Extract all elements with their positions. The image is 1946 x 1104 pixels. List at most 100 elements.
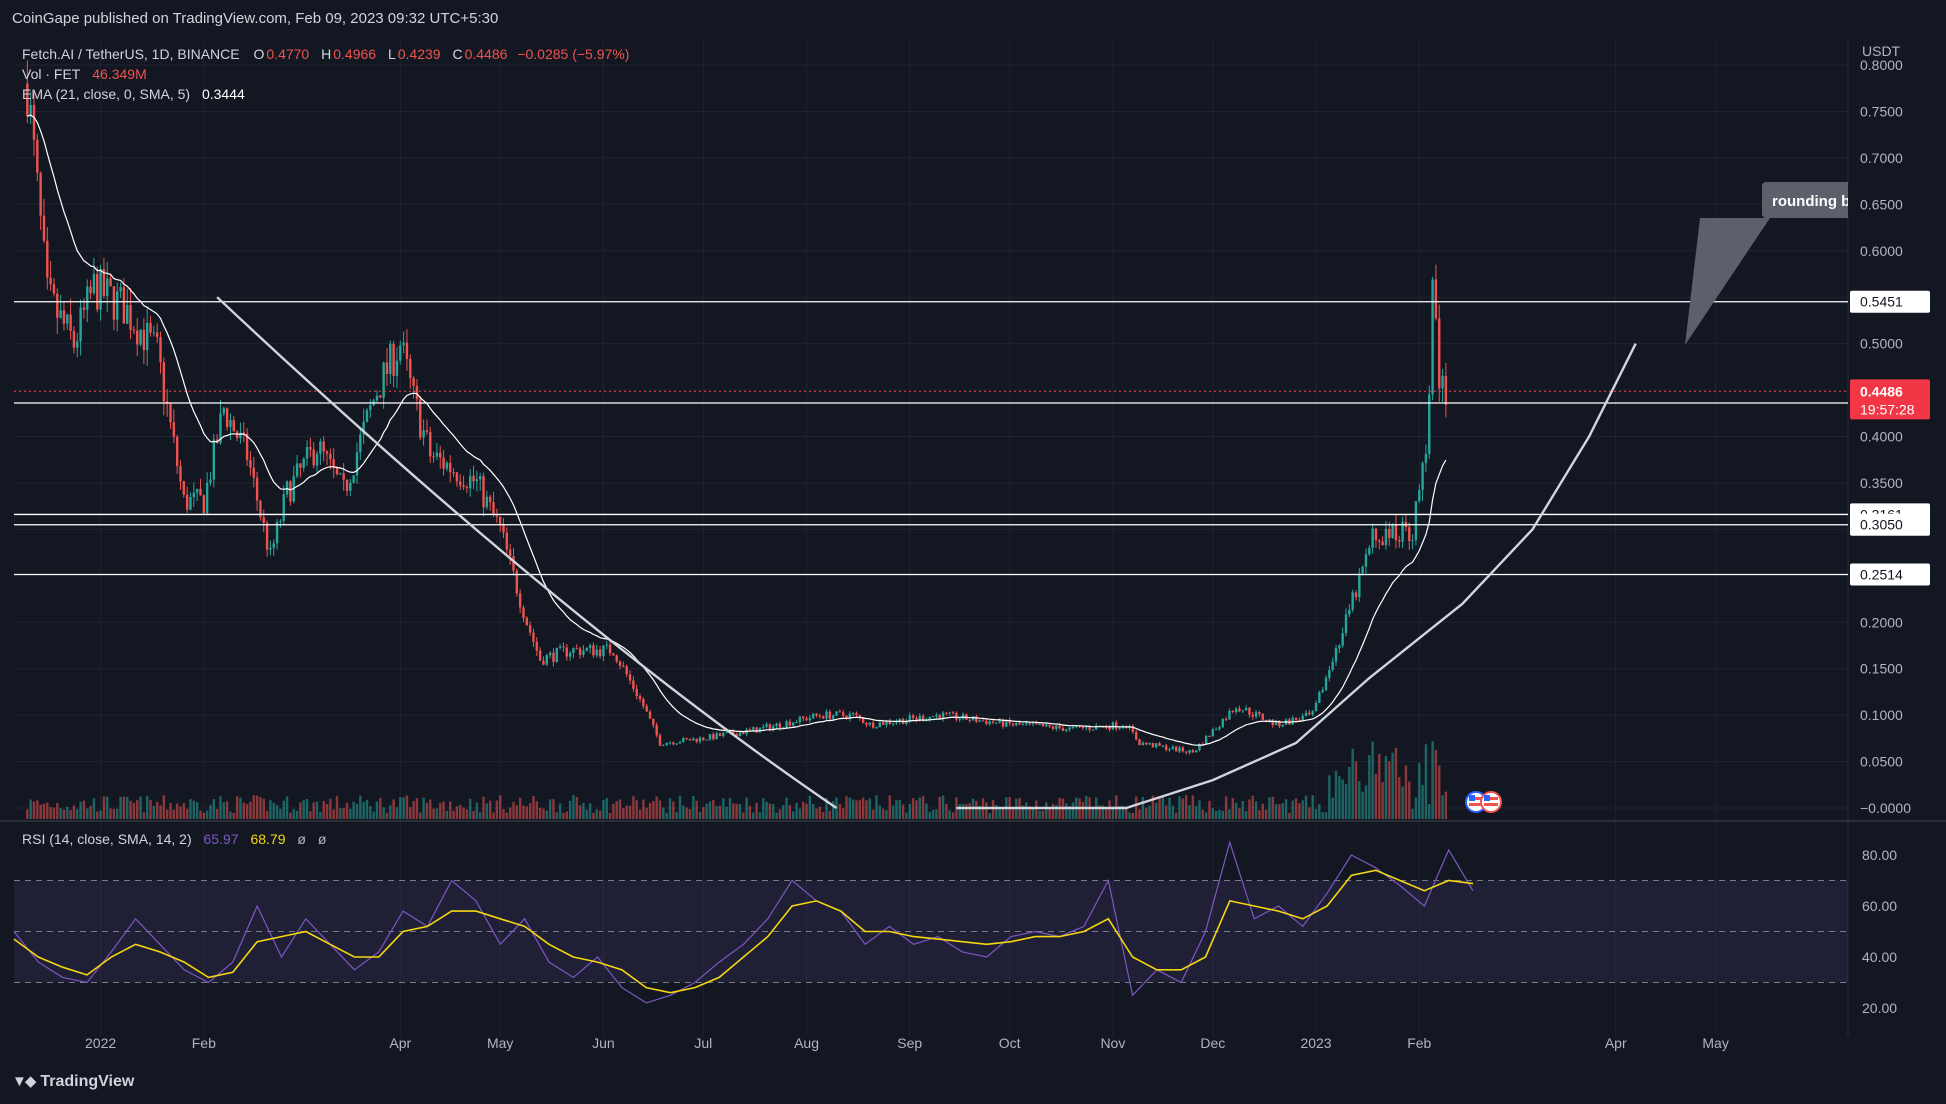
volume-bar <box>1304 795 1308 819</box>
candle-body <box>968 719 971 721</box>
volume-bar <box>392 799 395 819</box>
volume-bar <box>265 811 269 819</box>
tradingview-logo[interactable]: ▼◆ TradingView <box>12 1072 134 1091</box>
volume-bar <box>958 804 961 819</box>
volume-bar <box>232 812 235 819</box>
volume-bar <box>1261 803 1264 819</box>
candle-body <box>808 718 812 721</box>
volume-bar <box>805 803 808 819</box>
volume-legend[interactable]: Vol · FET 46.349M <box>22 66 149 82</box>
candle-body <box>555 647 558 662</box>
volume-bar <box>1065 803 1068 819</box>
candle-body <box>578 648 582 655</box>
level-tag-label: 0.5451 <box>1860 294 1903 310</box>
candle-body <box>36 139 39 173</box>
volume-bar <box>149 799 152 819</box>
volume-bar <box>1434 749 1438 819</box>
candle-body <box>389 343 392 375</box>
volume-bar <box>1214 810 1218 819</box>
candle-body <box>588 645 592 648</box>
ema-label[interactable]: EMA (21, close, 0, SMA, 5) <box>22 86 191 102</box>
volume-bar <box>875 795 878 819</box>
candle-body <box>798 716 802 723</box>
volume-bar <box>705 803 708 819</box>
volume-bar <box>239 797 242 819</box>
candle-body <box>1341 633 1344 646</box>
candle-body <box>648 711 652 719</box>
rsi-label[interactable]: RSI (14, close, SMA, 14, 2) <box>22 831 192 847</box>
candle-body <box>112 286 116 320</box>
ema-legend[interactable]: EMA (21, close, 0, SMA, 5) 0.3444 <box>22 86 247 102</box>
candle-body <box>1005 720 1008 727</box>
volume-bar <box>1151 795 1155 819</box>
rsi-axis[interactable]: 80.00 60.00 40.00 20.00 <box>1862 847 1897 1016</box>
volume-bar <box>1288 812 1291 819</box>
candle-body <box>202 495 206 514</box>
volume-bar <box>782 804 785 819</box>
candle-body <box>971 716 975 721</box>
candle-body <box>185 494 189 510</box>
candle-body <box>635 688 638 697</box>
volume-bar <box>272 802 275 819</box>
candle-body <box>545 655 548 665</box>
volume-bar <box>1301 800 1304 819</box>
candle-body <box>638 696 642 699</box>
candle-body <box>1414 501 1418 541</box>
candle-body <box>139 329 142 345</box>
candle-body <box>1408 527 1411 541</box>
volume-bar <box>305 799 309 819</box>
time-tick-label: May <box>487 1035 513 1051</box>
event-flags[interactable] <box>1465 791 1502 813</box>
candle-body <box>1324 677 1328 691</box>
candle-body <box>1188 750 1191 753</box>
candle-body <box>1378 540 1381 542</box>
candle-body <box>332 459 335 468</box>
candle-body <box>1058 725 1061 729</box>
volume-bar <box>86 808 89 819</box>
volume-bar <box>435 808 439 819</box>
volume-bar <box>109 808 112 819</box>
volume-bar <box>1441 795 1444 819</box>
volume-bar <box>625 805 628 819</box>
candle-body <box>1065 729 1068 731</box>
callout-box <box>1762 182 1854 218</box>
volume-bar <box>332 809 335 819</box>
candle-body <box>831 715 835 719</box>
volume-bar <box>96 811 99 819</box>
candle-body <box>985 720 988 725</box>
volume-bar <box>732 803 735 819</box>
volume-bar <box>945 803 948 819</box>
volume-bar <box>482 796 485 819</box>
volume-label[interactable]: Vol · FET <box>22 66 81 82</box>
volume-bar <box>685 807 688 819</box>
candle-body <box>1358 573 1361 598</box>
candle-body <box>59 310 62 318</box>
time-axis[interactable]: 2022 Feb Apr May Jun Jul Aug Sep Oct Nov Dec 2023 Fe… <box>85 1035 1729 1051</box>
candle-body <box>1248 707 1251 715</box>
time-tick-label: May <box>1702 1035 1728 1051</box>
candle-body <box>762 726 765 728</box>
time-tick-label: Aug <box>794 1035 819 1051</box>
volume-bar <box>322 801 325 819</box>
volume-bar <box>1071 802 1075 819</box>
volume-bar <box>988 812 991 819</box>
volume-bar <box>1314 809 1318 819</box>
symbol-name[interactable]: Fetch.AI / TetherUS, 1D, BINANCE <box>22 46 240 62</box>
candle-body <box>612 653 615 656</box>
volume-bar <box>712 799 715 819</box>
volume-bar <box>275 805 279 819</box>
volume-bar <box>868 798 872 819</box>
candle-body <box>1018 723 1021 725</box>
volume-bar <box>775 812 778 819</box>
candle-body <box>192 492 196 498</box>
countdown-tag: 19:57:28 <box>1860 401 1915 417</box>
rsi-legend[interactable]: RSI (14, close, SMA, 14, 2) 65.97 68.79 … <box>22 831 328 847</box>
volume-bar <box>172 809 176 819</box>
rsi-extra-2: ø <box>317 831 327 847</box>
symbol-legend[interactable]: Fetch.AI / TetherUS, 1D, BINANCE O 0.4770… <box>22 46 631 62</box>
candle-body <box>29 104 32 117</box>
volume-bar <box>1081 801 1085 819</box>
volume-bar <box>1128 812 1131 819</box>
candle-body <box>692 738 695 741</box>
candle-body <box>821 716 825 719</box>
